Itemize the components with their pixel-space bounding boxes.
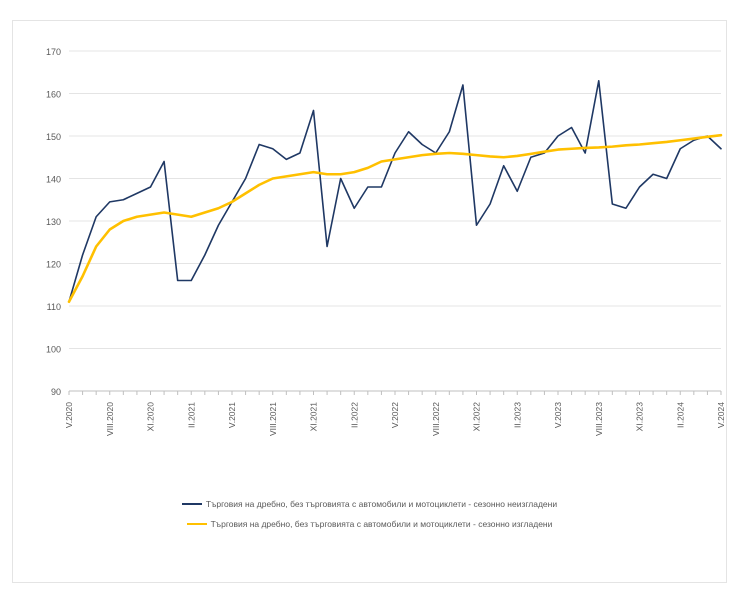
- svg-text:120: 120: [46, 260, 61, 270]
- svg-text:150: 150: [46, 132, 61, 142]
- svg-text:II.2021: II.2021: [186, 402, 196, 428]
- svg-text:VIII.2020: VIII.2020: [105, 402, 115, 436]
- svg-text:XI.2022: XI.2022: [472, 402, 482, 432]
- svg-text:II.2024: II.2024: [675, 402, 685, 428]
- svg-text:V.2020: V.2020: [64, 402, 74, 428]
- svg-text:XI.2023: XI.2023: [635, 402, 645, 432]
- svg-text:V.2021: V.2021: [227, 402, 237, 428]
- svg-text:130: 130: [46, 217, 61, 227]
- svg-text:V.2023: V.2023: [553, 402, 563, 428]
- svg-text:XI.2021: XI.2021: [309, 402, 319, 432]
- svg-text:170: 170: [46, 47, 61, 57]
- svg-text:XI.2020: XI.2020: [146, 402, 156, 432]
- svg-text:II.2022: II.2022: [349, 402, 359, 428]
- svg-text:140: 140: [46, 175, 61, 185]
- svg-text:VIII.2022: VIII.2022: [431, 402, 441, 436]
- svg-text:VIII.2021: VIII.2021: [268, 402, 278, 436]
- svg-text:V.2024: V.2024: [716, 402, 726, 428]
- svg-text:160: 160: [46, 90, 61, 100]
- svg-text:II.2023: II.2023: [512, 402, 522, 428]
- svg-text:100: 100: [46, 345, 61, 355]
- svg-text:110: 110: [47, 302, 61, 312]
- svg-text:V.2022: V.2022: [390, 402, 400, 428]
- svg-text:90: 90: [51, 387, 61, 397]
- svg-text:VIII.2023: VIII.2023: [594, 402, 604, 436]
